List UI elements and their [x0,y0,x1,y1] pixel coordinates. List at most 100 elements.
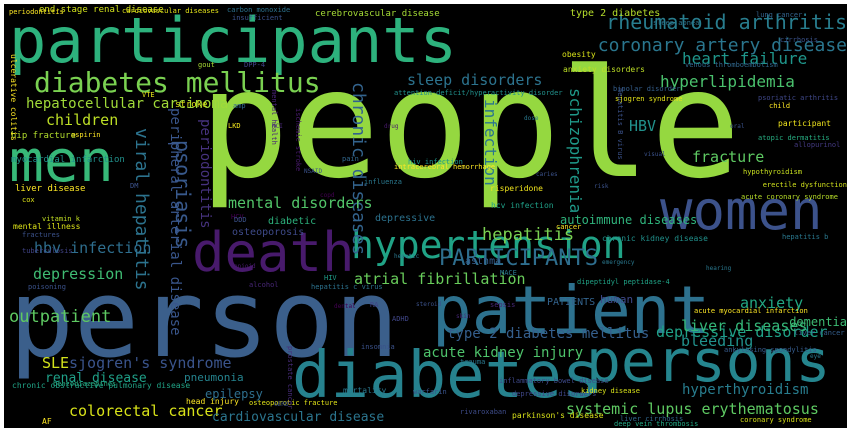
word-obesity: obesity [562,50,596,59]
word-fractures: fractures [22,231,60,239]
word-alcohol: alcohol [249,281,279,289]
word-diabetes: diabetes [292,339,601,413]
word-visual: visual [644,151,666,158]
word-head-injury: head injury [186,397,239,406]
word-dpp-4: DPP-4 [244,61,266,69]
word-depressive: depressive [375,213,436,224]
word-trauma: trauma [460,358,486,366]
word-emergency: emergency [602,259,635,266]
word-af: AF [42,417,52,426]
word-benzodiazepines: benzodiazepines [53,380,117,388]
word-attention-deficit-hyperactivity-disorder: attention-deficit/hyperactivity disorder [394,89,563,97]
word-systemic-lupus-erythematosus: systemic lupus erythematosus [566,400,819,418]
word-rheumatoid-arthritis: rheumatoid arthritis [606,10,847,34]
word-outpatient: outpatient [9,307,112,327]
word-hiv: HIV [324,274,337,282]
word-steroid: steroid [416,301,442,308]
word-inflammatory-bowel-disease: inflammatory bowel disease [499,377,609,385]
word-influenza: influenza [364,178,402,186]
word-mace: MACE [500,269,517,277]
word-chronic-obstructive-pulmonary-disease: chronic obstructive pulmonary disease [12,381,191,390]
word-bleeding: bleeding [681,332,754,350]
word-kidney-disease: kidney disease [581,387,641,395]
word-oral: oral [730,123,745,130]
word-hearing: hearing [706,265,732,272]
word-hbv-infection: hbv infection [34,239,152,257]
word-mci: MCI [272,123,283,130]
word-erectile-dysfunction: erectile dysfunction [762,181,847,189]
word-periodontitis: periodontitis [9,8,64,16]
word-risperidone: risperidone [490,184,543,193]
word-schizophrenia: schizophrenia [566,88,585,214]
word-atopic-dermatitis: atopic dermatitis [758,134,830,142]
word-cox: cox [22,196,35,204]
word-depression: depression [33,265,124,283]
word-parkinson-s-disease: parkinson's disease [512,411,604,420]
word-cirrhosis: cirrhosis [780,36,818,44]
word-hyperlipidemia: hyperlipidemia [660,72,795,91]
word-psoriasis: psoriasis [171,140,195,249]
word-hiv-infection: hiv infection [408,158,463,166]
word-sle: SLE [42,354,70,372]
word-prostate-cancer: prostate cancer [286,346,294,410]
word-hcv-infection: hcv infection [491,201,554,210]
word-hbv: HBV [629,117,657,135]
word-rivaroxaban: rivaroxaban [460,408,507,416]
word-stroke: stroke [175,100,208,110]
word-ra: RA [370,301,379,309]
word-men: men [9,127,114,195]
word-hypertension: hypertension [351,223,626,267]
word-cloud-canvas: people person participants patient diabetes p… [4,4,847,428]
word-risk: risk [594,183,609,190]
word-pneumonia: pneumonia [184,371,244,384]
word-chronic-kidney-disease: chronic kidney disease [602,234,708,243]
word-periodontitis: periodontitis [197,119,213,229]
word-renal-disease: renal disease [45,371,147,386]
word-carbon-monoxide: carbon monoxide [227,6,291,14]
word-liver-cirrhosis: liver cirrhosis [620,415,684,423]
word-poisoning: poisoning [28,283,66,291]
word-copd: copd [320,192,335,199]
word-women: women [660,179,823,242]
word-cardiovascular-diseases: cardiovascular diseases [122,7,219,15]
word-osteoporotic-fracture: osteoporotic fracture [249,399,338,407]
word-dm: DM [130,182,139,190]
word-liver-cancer: liver cancer [794,329,845,337]
word-anxiety: anxiety [740,294,804,312]
word-nsaid: NSAID [304,168,323,175]
word-infection: infection [481,99,500,186]
word-coronary-syndrome: coronary syndrome [740,416,812,424]
word-hepatocellular-carcinoma: hepatocellular carcinoma [26,96,229,112]
word-adhd: ADHD [392,315,409,323]
word-myocardial-infarction: myocardial infarction [11,155,125,165]
word-osteoporosis: osteoporosis [232,227,305,238]
word-colorectal-cancer: colorectal cancer [69,402,223,420]
word-drug: drug [384,123,399,130]
word-sleep-apnea: sleep apnea [653,19,700,27]
word-anxiety-disorders: anxiety disorders [563,65,645,74]
word-allopurinol: allopurinol [794,141,841,149]
word-end-stage-renal-disease: end-stage renal disease [39,5,164,15]
word-ddd: DDD [234,216,247,224]
word-hepatic: hepatic [394,253,420,260]
word-patients: PATIENTS [547,297,596,308]
word-diabetic: diabetic [268,216,317,227]
word-tuberculosis: tuberculosis [22,247,73,255]
word-type-2-diabetes: type 2 diabetes [570,8,661,19]
word-asthma: asthma [465,256,502,267]
word-people: people [199,38,741,212]
word-peripheral-arterial-disease: peripheral arterial disease [167,108,183,336]
word-mental-disorders: mental disorders [228,194,373,212]
word-insufficient: insufficient [232,14,283,22]
word-caries: caries [536,171,558,178]
word-warfarin: warfarin [413,388,447,396]
word-heart-failure: heart failure [682,49,808,68]
word-patient: patient [432,272,711,349]
word-acute-coronary-syndrome: acute coronary syndrome [741,193,838,201]
word-intracerebral-hemorrhage: intracerebral hemorrhage [394,163,496,171]
word-liver-disease: liver disease [15,184,86,194]
word-acute-kidney-injury: acute kidney injury [423,345,584,361]
word-cardiovascular-disease: cardiovascular disease [212,410,385,425]
word-sjogren-syndrome: sjogren syndrome [615,95,683,103]
word-mental-health: mental health [270,90,278,145]
